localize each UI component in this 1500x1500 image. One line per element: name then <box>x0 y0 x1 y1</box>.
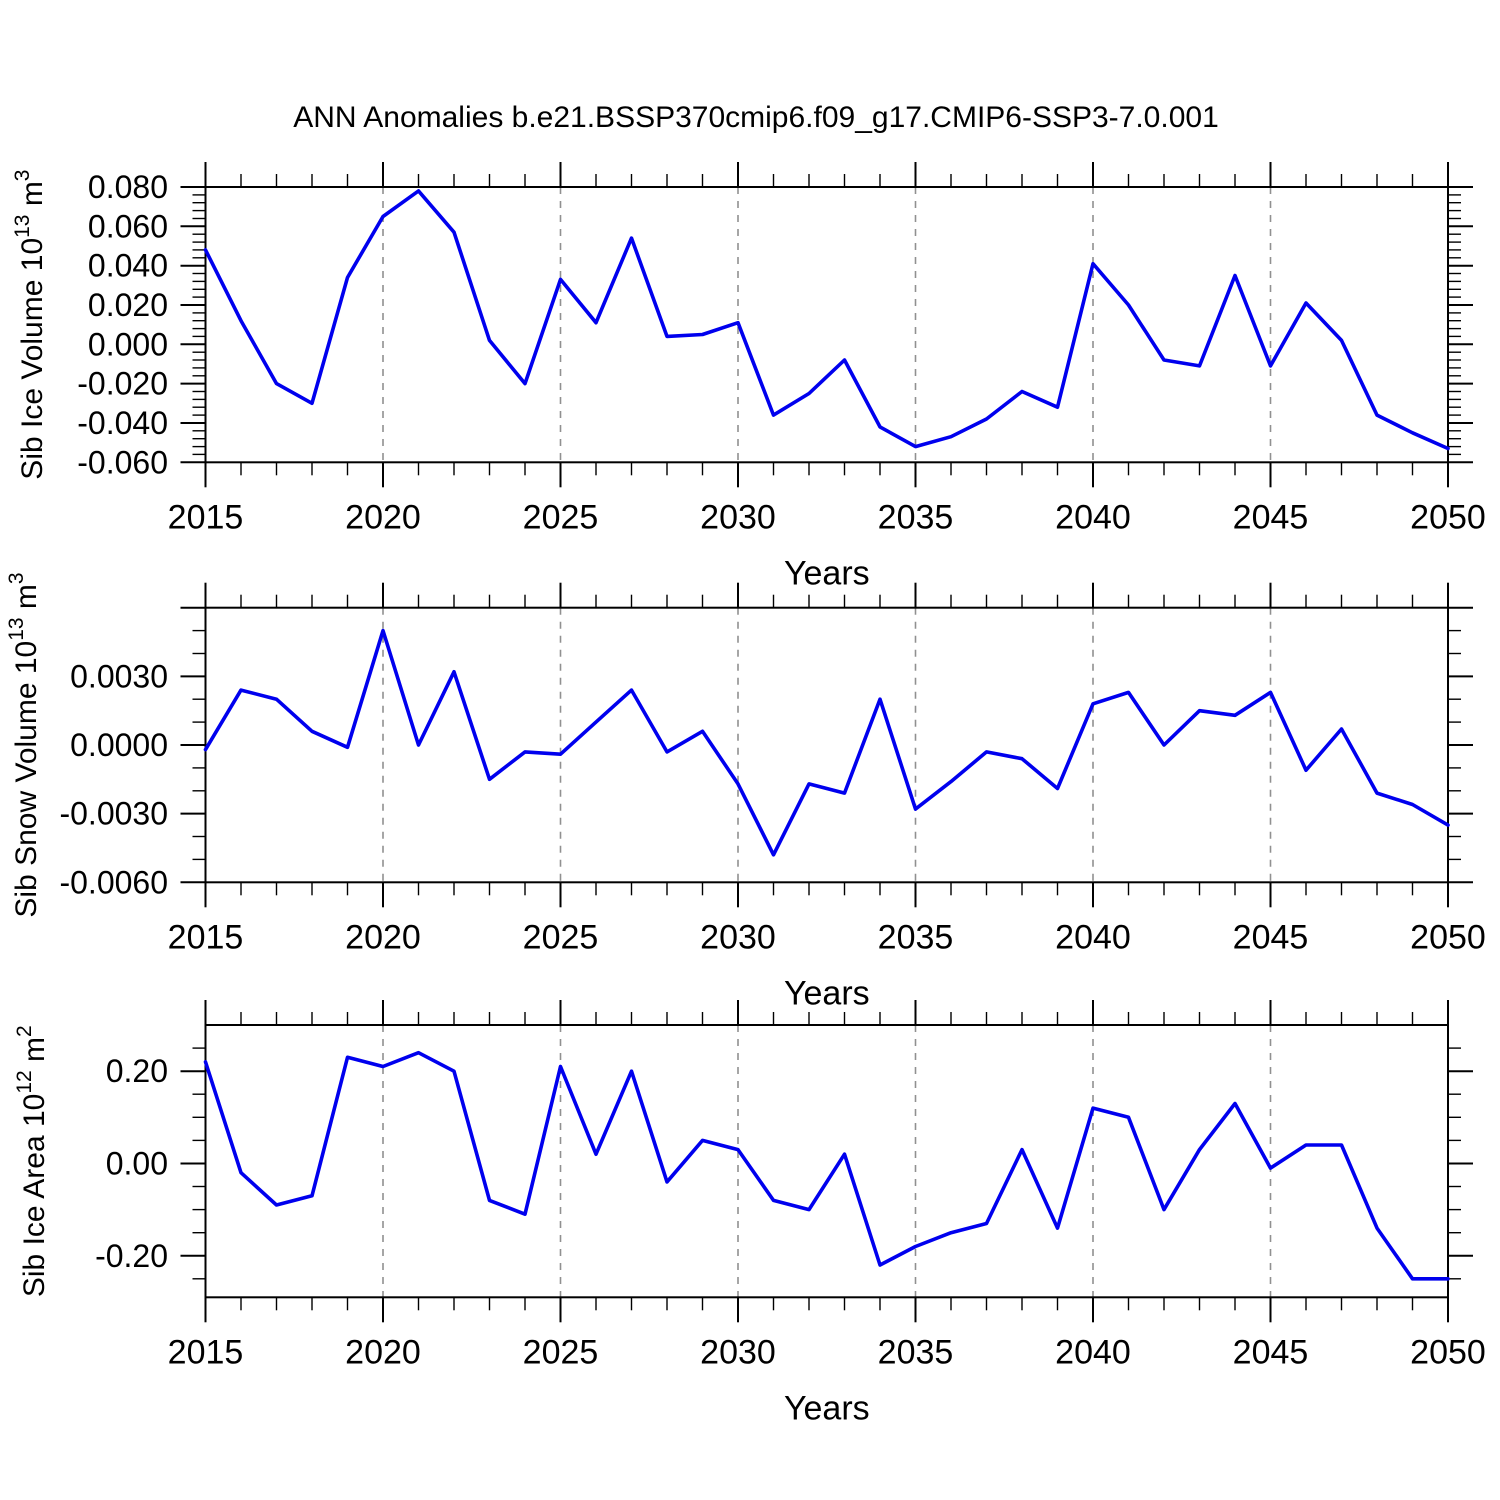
x-tick-label: 2035 <box>878 918 954 956</box>
panel-sib-ice-area: 0.20 0.00 -0.20 2015 2020 2025 2030 2035 2040 204… <box>13 1000 1486 1427</box>
y-tick-label: 0.080 <box>88 169 168 205</box>
x-tick-label: 2045 <box>1233 498 1309 536</box>
x-tick-label: 2020 <box>345 498 421 536</box>
y-tick-label: 0.00 <box>106 1146 168 1182</box>
x-tick-label: 2035 <box>878 498 954 536</box>
x-tick-label: 2040 <box>1055 498 1131 536</box>
x-tick-label: 2015 <box>168 498 244 536</box>
y-tick-label: -0.20 <box>95 1238 168 1274</box>
y-tick-label: 0.0000 <box>70 727 168 763</box>
x-axis-title: Years <box>784 1389 870 1427</box>
x-tick-label: 2050 <box>1410 498 1486 536</box>
x-tick-label: 2030 <box>700 918 776 956</box>
y-tick-label: -0.040 <box>77 405 168 441</box>
y-tick-label: 0.0030 <box>70 658 168 694</box>
plot-frame <box>204 1024 1449 1299</box>
y-axis-title: Sib Snow Volume 1013 m3 <box>5 572 43 917</box>
y-tick-label: -0.060 <box>77 444 168 480</box>
x-tick-label: 2045 <box>1233 1333 1309 1371</box>
x-tick-label: 2015 <box>168 918 244 956</box>
y-tick-label: 0.060 <box>88 208 168 244</box>
data-line-sib-ice-volume <box>203 189 1450 451</box>
x-tick-label: 2020 <box>345 918 421 956</box>
x-axis-title: Years <box>784 554 870 592</box>
x-tick-label: 2025 <box>523 1333 599 1371</box>
x-tick-label: 2050 <box>1410 918 1486 956</box>
x-tick-label: 2025 <box>523 498 599 536</box>
data-line-sib-snow-volume <box>203 628 1450 857</box>
x-tick-label: 2020 <box>345 1333 421 1371</box>
y-axis-title: Sib Ice Area 1012 m2 <box>13 1025 51 1297</box>
y-tick-label: -0.0030 <box>59 796 168 832</box>
y-tick-label: 0.020 <box>88 287 168 323</box>
x-axis-title: Years <box>784 974 870 1012</box>
x-tick-label: 2015 <box>168 1333 244 1371</box>
chart-title: ANN Anomalies b.e21.BSSP370cmip6.f09_g17… <box>293 101 1219 134</box>
x-tick-label: 2025 <box>523 918 599 956</box>
data-line-sib-ice-area <box>203 1050 1450 1281</box>
x-tick-label: 2040 <box>1055 918 1131 956</box>
x-tick-label: 2040 <box>1055 1333 1131 1371</box>
x-tick-label: 2030 <box>700 1333 776 1371</box>
x-tick-label: 2050 <box>1410 1333 1486 1371</box>
plot-frame <box>204 186 1449 464</box>
x-tick-label: 2045 <box>1233 918 1309 956</box>
x-tick-label: 2030 <box>700 498 776 536</box>
y-tick-label: 0.000 <box>88 326 168 362</box>
plot-frame <box>204 606 1449 884</box>
y-tick-label: 0.040 <box>88 248 168 284</box>
x-tick-label: 2035 <box>878 1333 954 1371</box>
y-axis-title: Sib Ice Volume 1013 m3 <box>11 169 49 479</box>
y-tick-label: -0.020 <box>77 366 168 402</box>
y-tick-label: 0.20 <box>106 1053 168 1089</box>
y-tick-label: -0.0060 <box>59 864 168 900</box>
